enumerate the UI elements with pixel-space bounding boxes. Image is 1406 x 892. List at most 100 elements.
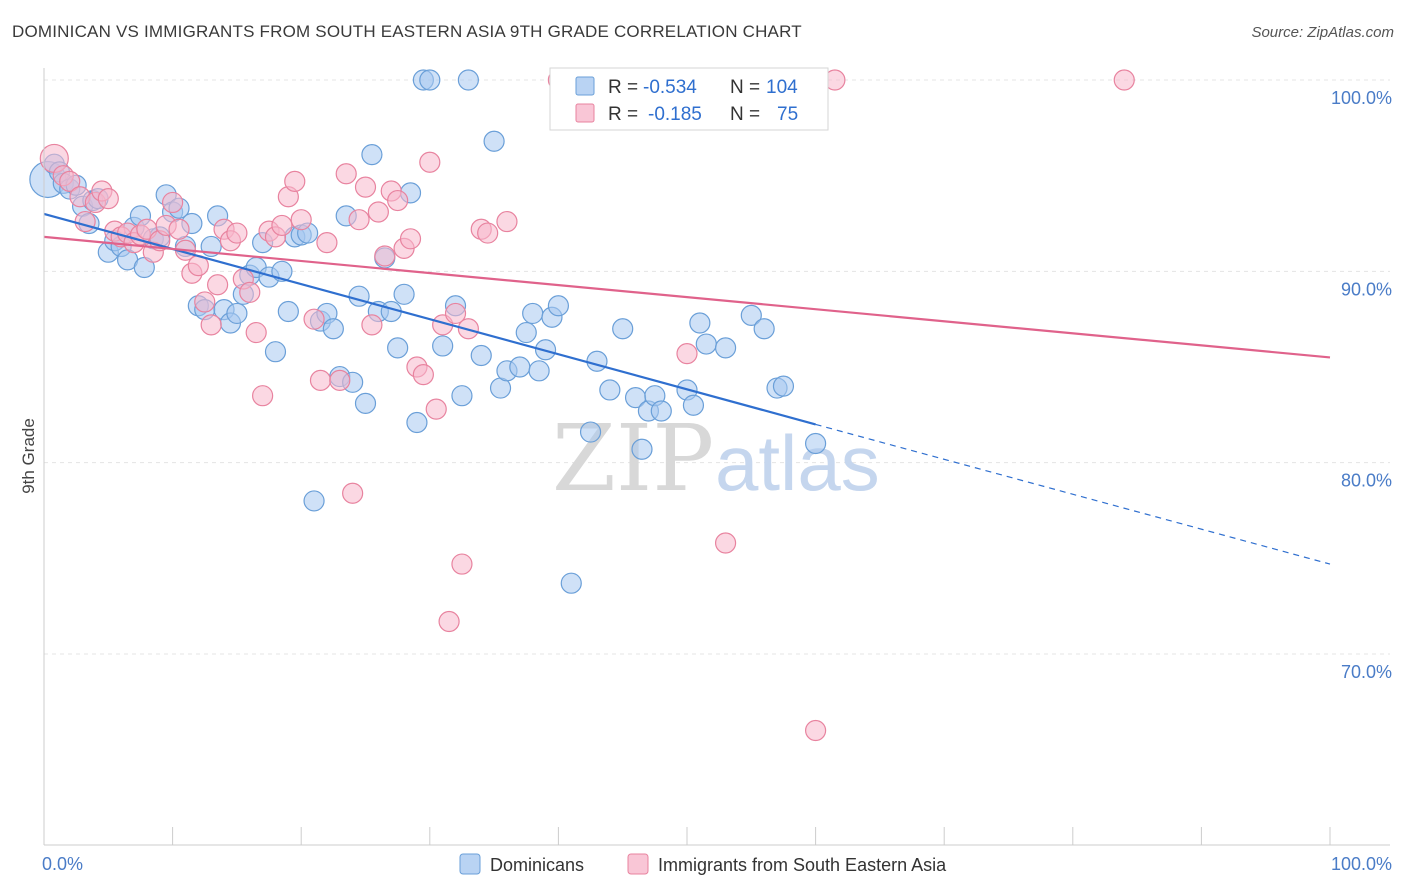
immigrants-point <box>335 163 357 185</box>
dominicans-point <box>406 411 428 434</box>
dominicans-point <box>695 333 717 355</box>
dominicans-point <box>226 302 248 325</box>
immigrants-point <box>804 719 827 742</box>
dominicans-point <box>753 318 775 340</box>
dominicans-point <box>522 302 544 325</box>
bottom-legend-swatch-immigrants <box>627 853 649 875</box>
gridlines <box>44 79 1390 655</box>
x-tick-label: 0.0% <box>42 854 83 874</box>
dominicans-point <box>560 572 582 594</box>
legend-box <box>549 67 829 131</box>
legend-swatch-immigrants <box>575 103 595 123</box>
x-axis-ticks <box>43 827 1331 845</box>
immigrants-point <box>329 369 351 391</box>
y-tick-label: 70.0% <box>1341 662 1392 682</box>
legend-n-label-immigrants: N = <box>730 104 760 125</box>
legend-n-value-immigrants: 75 <box>777 104 798 125</box>
dominicans-point <box>714 337 737 359</box>
dominicans-point <box>612 318 634 340</box>
legend-n-value-dominicans: 104 <box>766 77 798 98</box>
legend-r-label-dominicans: R = <box>608 77 638 98</box>
immigrants-point <box>252 385 274 407</box>
dominicans-point <box>277 300 299 323</box>
immigrants-point <box>74 210 96 233</box>
dominicans-point <box>470 344 492 367</box>
legend-n-label-dominicans: N = <box>730 77 760 98</box>
immigrants-point <box>97 188 119 210</box>
dominicans-point <box>393 283 415 305</box>
dominicans-point <box>451 385 473 407</box>
immigrants-point <box>59 170 81 193</box>
watermark: ZIP atlas <box>552 405 880 512</box>
immigrants-point <box>284 170 306 193</box>
immigrants-point <box>374 245 396 267</box>
immigrants-point <box>239 281 261 303</box>
immigrants-point <box>399 228 422 250</box>
immigrants-point <box>714 532 737 554</box>
immigrants-point <box>412 364 434 386</box>
legend-series: Dominicans Immigrants from South Eastern… <box>459 853 947 875</box>
immigrants-point <box>444 302 467 325</box>
y-tick-label: 80.0% <box>1341 471 1392 491</box>
immigrants-point <box>303 308 325 330</box>
dominicans-point <box>804 432 827 455</box>
immigrants-point <box>309 369 332 391</box>
immigrants-point <box>207 274 229 296</box>
dominicans-point <box>509 356 531 378</box>
dominicans-point <box>740 304 762 326</box>
immigrants-point <box>425 398 447 420</box>
dominicans-point <box>547 295 570 317</box>
immigrants-point <box>1113 69 1135 91</box>
dominicans-point <box>432 335 454 357</box>
trend-lines <box>43 212 1331 565</box>
immigrants-point <box>194 291 216 313</box>
trend-line-dominicans-extension <box>815 423 1331 565</box>
bottom-legend-label-immigrants: Immigrants from South Eastern Asia <box>658 855 947 875</box>
x-axis-tick-labels: 0.0% 100.0% <box>42 854 1392 874</box>
dominicans-point <box>599 379 621 401</box>
dominicans-point <box>483 130 505 152</box>
dominicans-point <box>322 318 344 340</box>
y-tick-label: 100.0% <box>1331 88 1392 108</box>
immigrants-point <box>348 209 370 231</box>
dominicans-point <box>457 69 479 91</box>
dominicans-point <box>264 341 287 363</box>
x-tick-label: 100.0% <box>1331 854 1392 874</box>
immigrants-point <box>676 343 698 365</box>
dominicans-point <box>348 285 370 307</box>
dominicans-point <box>361 144 383 166</box>
dominicans-point <box>631 438 653 460</box>
legend-r-label-immigrants: R = <box>608 104 638 125</box>
dominicans-point <box>650 400 672 422</box>
dominicans-point <box>354 392 377 414</box>
immigrants-point <box>438 610 460 633</box>
legend-stats: R = -0.534 N = 104 R = -0.185 N = 75 <box>549 67 829 131</box>
immigrants-point <box>387 189 409 212</box>
immigrants-point <box>361 314 383 336</box>
dominicans-point <box>515 321 537 344</box>
immigrants-point <box>271 214 293 237</box>
chart-title: DOMINICAN VS IMMIGRANTS FROM SOUTH EASTE… <box>12 22 802 41</box>
immigrants-point <box>245 321 267 344</box>
immigrants-point <box>451 553 473 575</box>
dominicans-point <box>586 350 608 372</box>
chart-source: Source: ZipAtlas.com <box>1251 24 1394 41</box>
dominicans-point <box>303 490 325 512</box>
legend-swatch-dominicans <box>575 76 595 96</box>
dominicans-point <box>689 312 711 334</box>
dominicans-point <box>682 394 705 416</box>
bottom-legend-swatch-dominicans <box>459 853 481 875</box>
immigrants-point <box>226 222 248 244</box>
immigrants-point <box>168 218 190 240</box>
immigrants-point <box>419 151 441 173</box>
series-immigrants-points <box>39 69 1135 742</box>
y-axis-label: 9th Grade <box>19 418 38 494</box>
watermark-zip: ZIP <box>552 405 714 512</box>
trend-line-immigrants <box>43 235 1331 359</box>
dominicans-point <box>772 375 795 397</box>
immigrants-point <box>477 222 499 244</box>
dominicans-point <box>419 69 441 91</box>
immigrants-point <box>200 314 222 336</box>
series-dominicans-points <box>29 69 827 594</box>
